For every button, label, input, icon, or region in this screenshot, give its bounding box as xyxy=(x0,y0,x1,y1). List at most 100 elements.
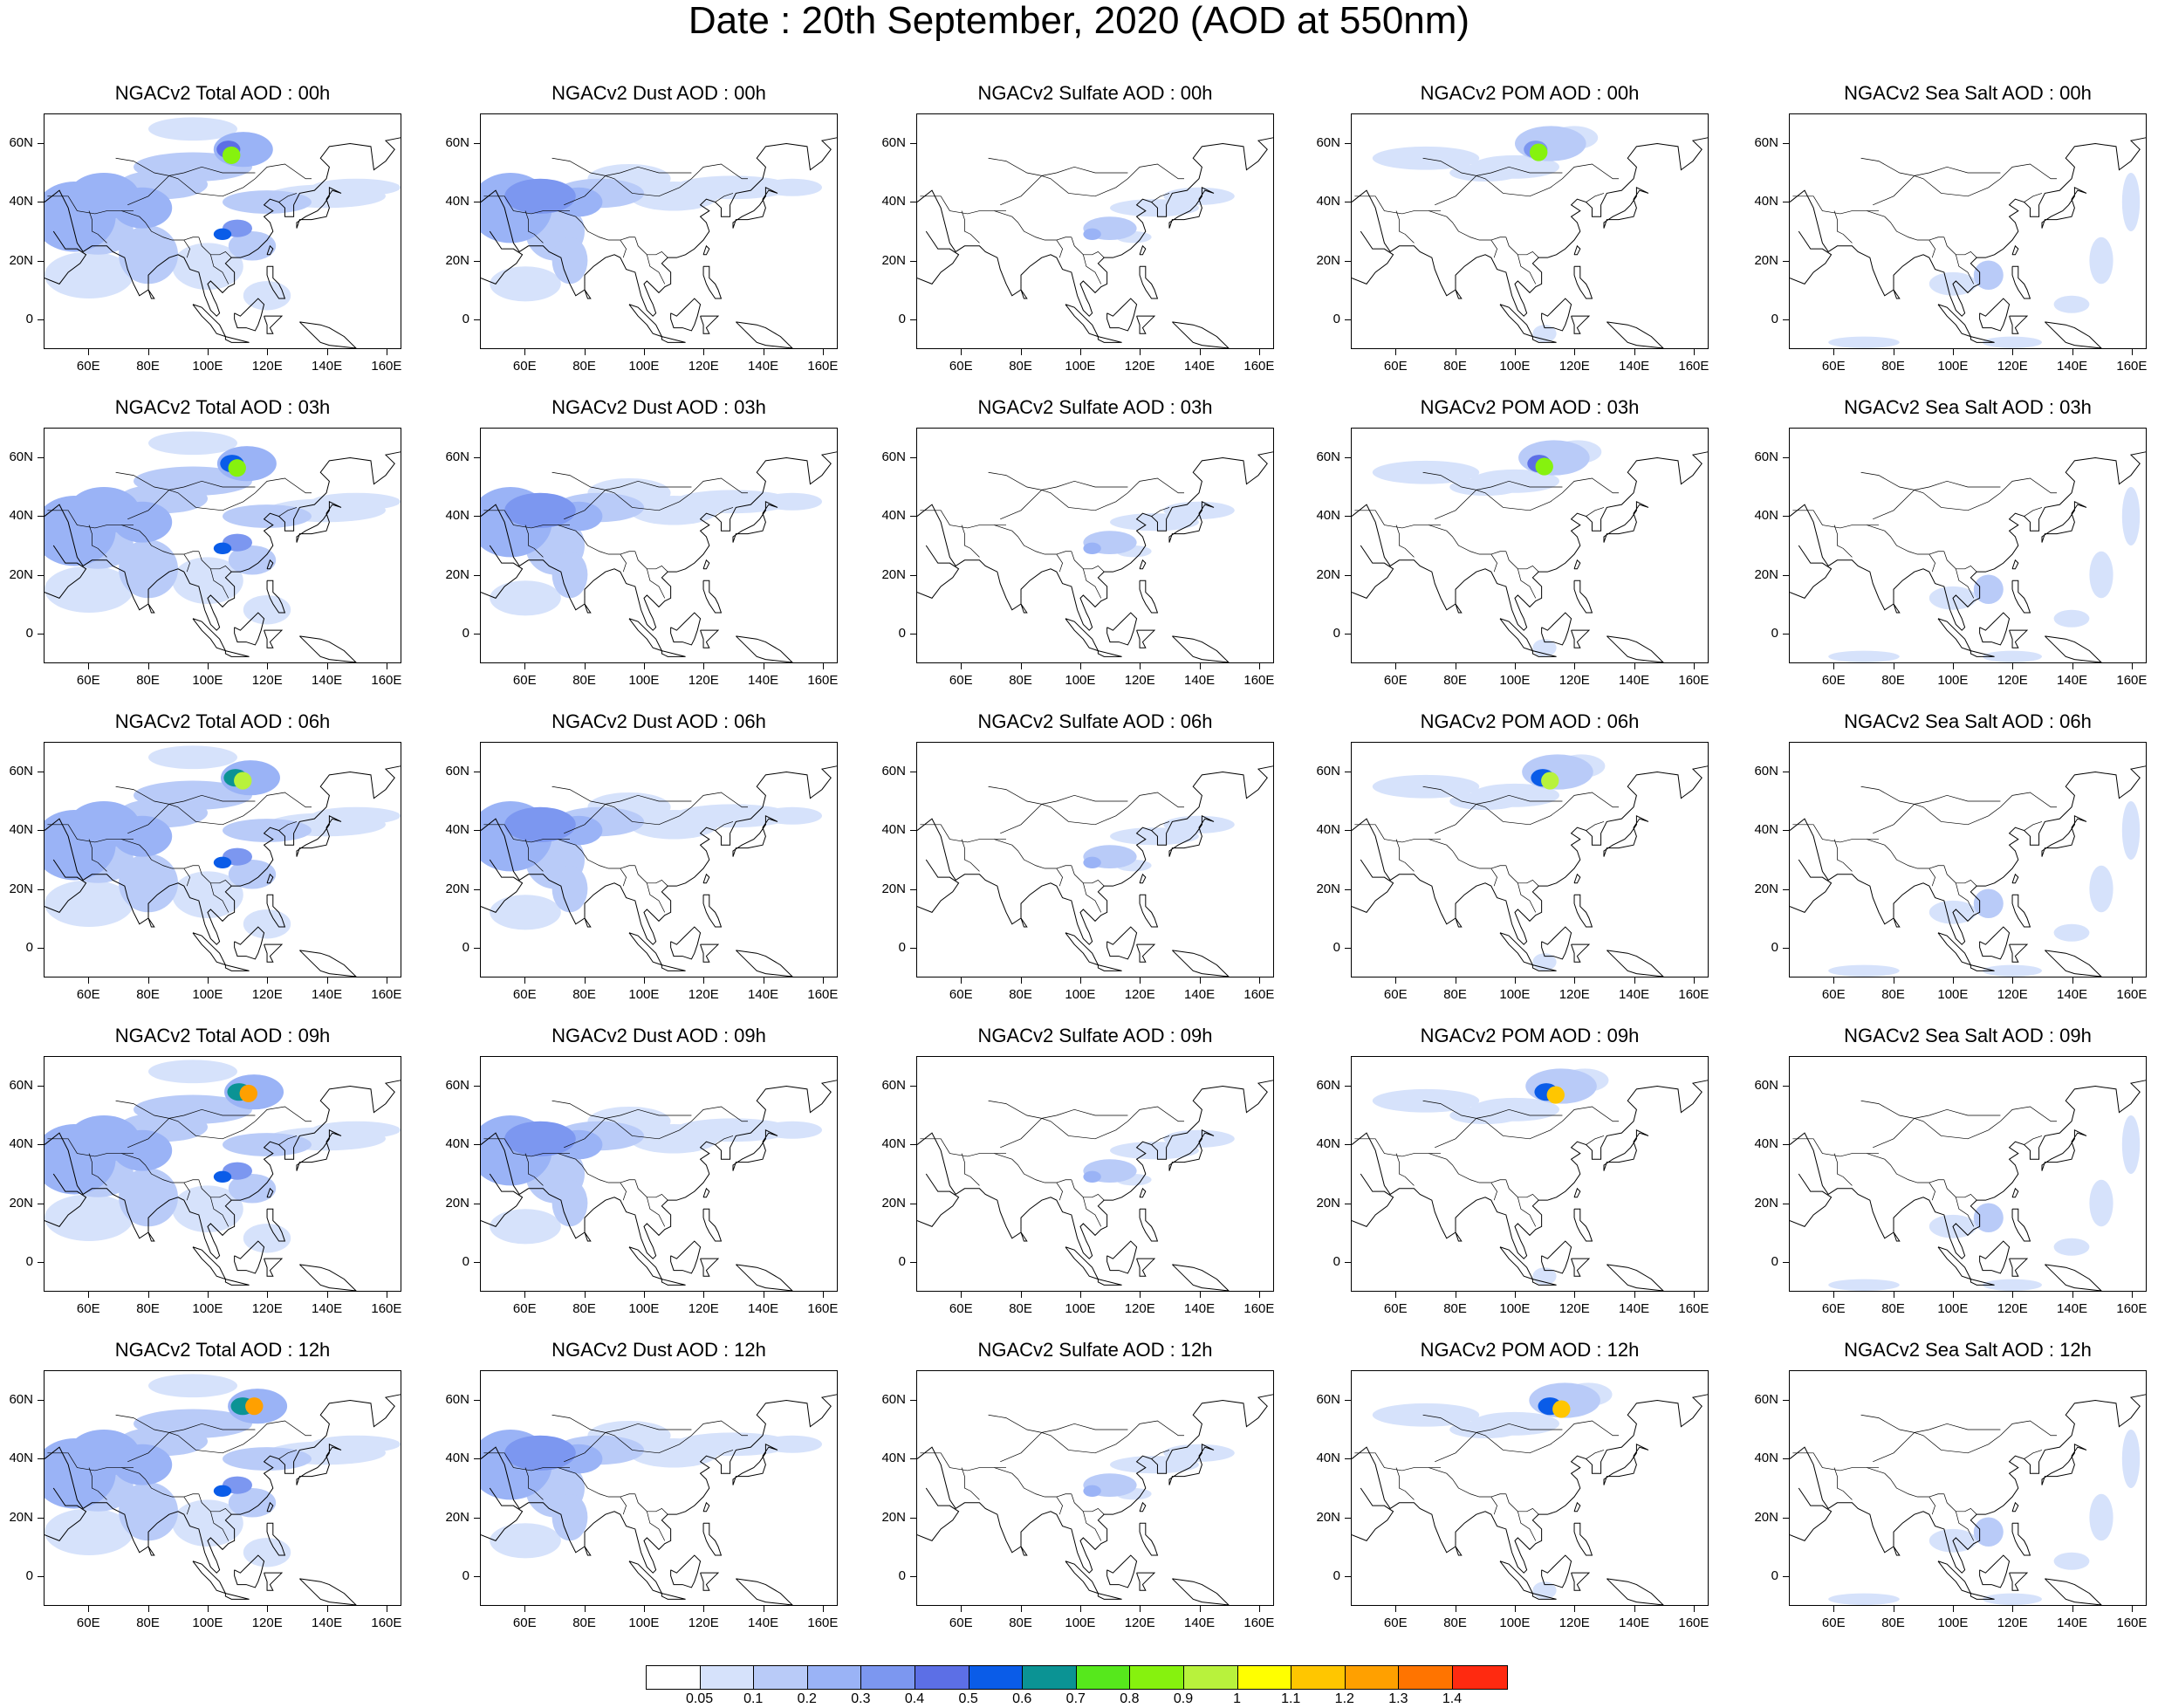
country-border xyxy=(1490,1182,1497,1201)
lon-tick-label: 160E xyxy=(2116,1615,2148,1630)
coastline xyxy=(1607,1264,1664,1291)
aod-map xyxy=(1352,754,1708,977)
lat-tick xyxy=(474,1517,480,1519)
country-border xyxy=(1914,1423,2001,1433)
lon-tick xyxy=(1514,977,1516,984)
lat-tick xyxy=(1345,1262,1351,1264)
lat-tick-label: 0 xyxy=(462,940,469,956)
lat-tick xyxy=(38,574,44,576)
coastline xyxy=(700,1572,720,1591)
lon-tick-label: 80E xyxy=(572,1301,596,1316)
aod-patch xyxy=(1449,1420,1521,1439)
country-border xyxy=(715,821,734,831)
lon-tick xyxy=(1258,1606,1260,1612)
country-border xyxy=(1943,1179,1977,1201)
panel-title: NGACv2 Dust AOD : 09h xyxy=(551,1025,766,1046)
aod-patch xyxy=(1449,163,1521,182)
aod-patch xyxy=(228,545,277,575)
panel-title: NGACv2 Dust AOD : 03h xyxy=(551,396,766,418)
lon-tick xyxy=(822,663,824,669)
aod-patch xyxy=(1110,1142,1199,1160)
country-border xyxy=(715,1450,734,1459)
colorbar-swatch xyxy=(1237,1666,1292,1689)
aod-patch xyxy=(2089,1179,2113,1227)
lon-tick xyxy=(2012,663,2014,669)
country-border xyxy=(168,794,256,805)
lon-tick xyxy=(703,349,705,355)
country-border xyxy=(483,195,570,215)
lat-tick-label: 40N xyxy=(881,822,906,838)
lon-tick-label: 60E xyxy=(1821,1301,1846,1316)
aod-patch xyxy=(239,1084,257,1102)
coastline xyxy=(702,244,710,256)
country-border xyxy=(1860,785,1915,805)
aod-patch xyxy=(1983,336,2042,348)
lat-tick xyxy=(38,1262,44,1264)
country-border xyxy=(1428,210,1506,241)
lon-tick xyxy=(326,663,328,669)
country-border xyxy=(1422,785,1476,805)
lat-tick-label: 20N xyxy=(1316,252,1340,268)
lon-tick xyxy=(1395,977,1397,984)
lon-tick-label: 120E xyxy=(1124,987,1155,1002)
map-panel-sulfate-4 xyxy=(916,1370,1274,1606)
aod-patch xyxy=(1372,1088,1480,1113)
lat-tick-label: 20N xyxy=(881,1195,906,1211)
lon-tick xyxy=(2072,977,2073,984)
coastline xyxy=(45,765,401,945)
lon-tick xyxy=(1140,1606,1141,1612)
lat-tick xyxy=(910,1262,916,1264)
lat-tick-label: 20N xyxy=(1316,1195,1340,1211)
aod-map xyxy=(1352,1382,1708,1605)
country-border xyxy=(1873,1420,2057,1463)
aod-map xyxy=(1790,1080,2146,1291)
country-border xyxy=(1083,254,1102,285)
aod-patch xyxy=(1530,143,1548,161)
lat-tick xyxy=(38,319,44,321)
coastline xyxy=(1020,1231,1028,1242)
lon-tick-label: 80E xyxy=(1881,673,1905,688)
lon-tick xyxy=(326,977,328,984)
country-border xyxy=(1956,254,1975,285)
coastline xyxy=(584,289,592,299)
lat-tick-label: 20N xyxy=(1316,881,1340,896)
panel-title: NGACv2 Total AOD : 00h xyxy=(114,82,331,104)
coastline xyxy=(661,650,686,657)
coastline xyxy=(1790,1394,2146,1574)
country-border xyxy=(168,166,256,176)
lat-tick-label: 40N xyxy=(881,194,906,209)
lat-tick xyxy=(1345,1517,1351,1519)
coastline xyxy=(1573,265,1593,299)
country-border xyxy=(1395,210,1415,244)
coastline xyxy=(1790,1173,1833,1227)
lon-tick xyxy=(267,1606,269,1612)
country-border xyxy=(634,1493,668,1515)
country-border xyxy=(564,792,748,834)
lat-tick-label: 40N xyxy=(445,194,469,209)
map-panel-total-3 xyxy=(44,1056,401,1292)
aod-patch xyxy=(2053,609,2090,628)
panel-title: NGACv2 POM AOD : 00h xyxy=(1420,82,1640,104)
coastline xyxy=(1603,814,1649,857)
coastline xyxy=(224,964,250,971)
lon-tick xyxy=(1952,1606,1954,1612)
aod-patch xyxy=(490,895,561,930)
country-border xyxy=(1956,1197,1975,1227)
country-border xyxy=(115,157,169,176)
country-border xyxy=(551,157,606,176)
lon-tick xyxy=(961,1292,963,1298)
coastline xyxy=(234,926,265,960)
coastline xyxy=(1499,304,1534,338)
coastline xyxy=(736,950,793,977)
lat-tick-label: 60N xyxy=(881,1077,906,1093)
coastline xyxy=(2011,265,2031,299)
coastline xyxy=(1573,1501,1581,1513)
country-border xyxy=(1833,1153,1853,1186)
coastline xyxy=(1020,917,1028,928)
coastline xyxy=(481,137,837,317)
lon-tick-label: 120E xyxy=(251,987,283,1002)
lon-tick xyxy=(1395,349,1397,355)
colorbar-label: 0.4 xyxy=(904,1691,925,1706)
lat-tick xyxy=(474,1458,480,1460)
lat-tick-label: 40N xyxy=(1316,1136,1340,1152)
